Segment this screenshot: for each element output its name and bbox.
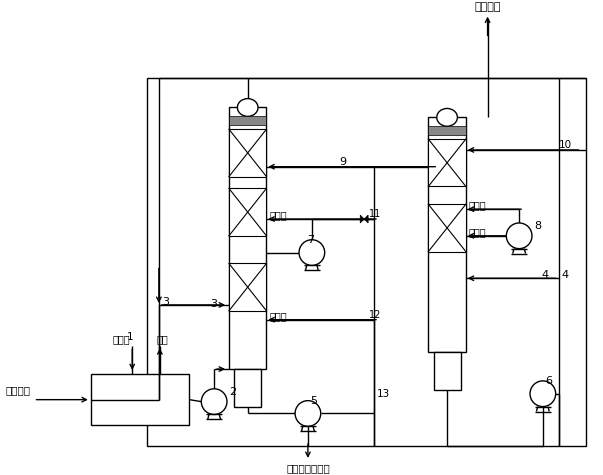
Text: 3: 3 [210, 299, 217, 309]
Text: 8: 8 [534, 221, 541, 231]
Text: 脱盐水: 脱盐水 [113, 334, 130, 344]
Text: 循环液: 循环液 [270, 210, 287, 220]
Text: 达标排放: 达标排放 [475, 2, 501, 12]
Text: 焚烧废气: 焚烧废气 [6, 385, 31, 395]
Bar [229, 116, 267, 125]
Circle shape [295, 400, 321, 426]
Text: 循环液: 循环液 [469, 227, 487, 237]
Circle shape [507, 223, 532, 248]
Bar [229, 129, 267, 177]
Text: 10: 10 [558, 140, 572, 150]
Text: 1: 1 [127, 332, 134, 342]
Bar [428, 139, 466, 187]
Circle shape [530, 381, 556, 407]
Text: 循环液去后处理: 循环液去后处理 [286, 463, 330, 473]
Text: 11: 11 [369, 209, 381, 219]
Bar [91, 374, 189, 425]
Text: 4: 4 [561, 270, 569, 280]
Bar [229, 189, 267, 236]
Ellipse shape [238, 99, 258, 116]
Bar [434, 352, 461, 390]
Text: 4: 4 [541, 270, 549, 280]
Text: 蒸汽: 蒸汽 [157, 334, 169, 344]
Bar [234, 369, 261, 407]
Bar [229, 264, 267, 311]
Bar [147, 78, 586, 446]
Text: 循环液: 循环液 [469, 200, 487, 210]
Bar [229, 107, 267, 369]
Polygon shape [360, 215, 364, 223]
Text: 6: 6 [545, 376, 552, 386]
Text: 13: 13 [377, 389, 390, 399]
Text: 5: 5 [310, 396, 317, 406]
Text: 7: 7 [307, 235, 314, 245]
Text: 12: 12 [369, 310, 382, 320]
Bar [428, 204, 466, 252]
Text: 循环液: 循环液 [270, 311, 287, 321]
Polygon shape [364, 215, 368, 223]
Text: 3: 3 [162, 297, 169, 307]
Circle shape [201, 389, 227, 415]
Circle shape [299, 240, 324, 266]
Bar [428, 117, 466, 352]
Text: 9: 9 [339, 157, 346, 167]
Text: 2: 2 [229, 387, 236, 397]
Bar [428, 126, 466, 135]
Ellipse shape [437, 108, 458, 126]
